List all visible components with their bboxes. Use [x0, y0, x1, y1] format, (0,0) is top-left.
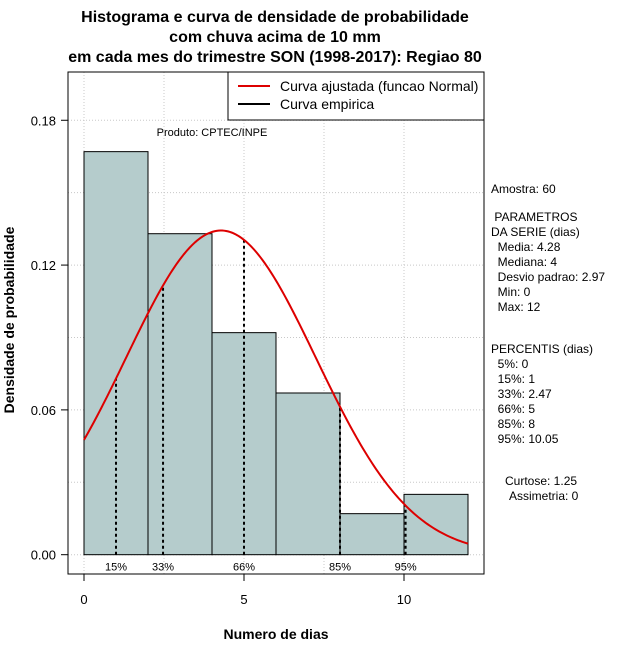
percentile-label-5: 95% — [395, 562, 417, 574]
stat-min: Min: 0 — [491, 285, 531, 299]
y-tick-label: 0.18 — [31, 113, 56, 128]
percentile-label-4: 85% — [329, 562, 351, 574]
y-tick-label: 0.00 — [31, 548, 56, 563]
x-axis-title: Numero de dias — [223, 626, 328, 642]
stat-p15: 15%: 1 — [491, 372, 535, 386]
legend: Curva ajustada (funcao Normal) Curva emp… — [227, 71, 485, 121]
x-tick-label: 0 — [80, 592, 87, 607]
axes: 0 5 10 0.00 0.06 0.12 0.18 — [31, 113, 412, 607]
stat-mean: Media: 4.28 — [491, 240, 561, 254]
percentile-lines: 15% 33% 66% 85% 95% — [105, 239, 417, 574]
legend-label-fit: Curva ajustada (funcao Normal) — [280, 78, 478, 94]
x-tick-label: 5 — [240, 592, 247, 607]
legend-label-empirical: Curva empirica — [280, 96, 374, 112]
stat-p66: 66%: 5 — [491, 402, 535, 416]
histogram-bar-2 — [147, 233, 213, 556]
stat-stddev: Desvio padrao: 2.97 — [491, 270, 605, 284]
y-axis-title: Densidade de probabilidade — [1, 226, 17, 413]
statistics-panel: Amostra: 60 PARAMETROS DA SERIE (dias) M… — [491, 182, 605, 503]
normal-curve-layer — [83, 229, 469, 545]
stat-p33: 33%: 2.47 — [491, 387, 552, 401]
chart-title-line-3: em cada mes do trimestre SON (1998-2017)… — [68, 49, 482, 66]
product-annotation: Produto: CPTEC/INPE — [157, 127, 268, 139]
histogram-bar-6 — [403, 493, 469, 556]
stat-p95: 95%: 10.05 — [491, 432, 559, 446]
stat-params-heading-1: PARAMETROS — [491, 210, 577, 224]
chart-title-line-2: com chuva acima de 10 mm — [169, 29, 381, 46]
percentile-label-2: 33% — [152, 562, 174, 574]
histogram-bar-4 — [275, 392, 341, 556]
percentile-label-1: 15% — [105, 562, 127, 574]
stat-kurtosis: Curtose: 1.25 — [505, 474, 577, 488]
y-tick-label: 0.12 — [31, 258, 56, 273]
stat-sample-size: Amostra: 60 — [491, 182, 556, 196]
stat-params-heading-2: DA SERIE (dias) — [491, 225, 580, 239]
percentile-label-3: 66% — [233, 562, 255, 574]
stat-percentiles-heading: PERCENTIS (dias) — [491, 342, 593, 356]
x-tick-label: 10 — [397, 592, 411, 607]
chart-title-line-1: Histograma e curva de densidade de proba… — [81, 9, 469, 26]
histogram-bar-5 — [339, 513, 405, 556]
stat-p85: 85%: 8 — [491, 417, 535, 431]
stat-p5: 5%: 0 — [491, 357, 529, 371]
normal-fit-curve — [83, 229, 469, 545]
stat-median: Mediana: 4 — [491, 255, 557, 269]
legend-box — [227, 71, 485, 121]
y-tick-label: 0.06 — [31, 403, 56, 418]
stat-max: Max: 12 — [491, 300, 541, 314]
histogram-bars — [83, 151, 469, 556]
stat-skewness: Assimetria: 0 — [509, 489, 579, 503]
